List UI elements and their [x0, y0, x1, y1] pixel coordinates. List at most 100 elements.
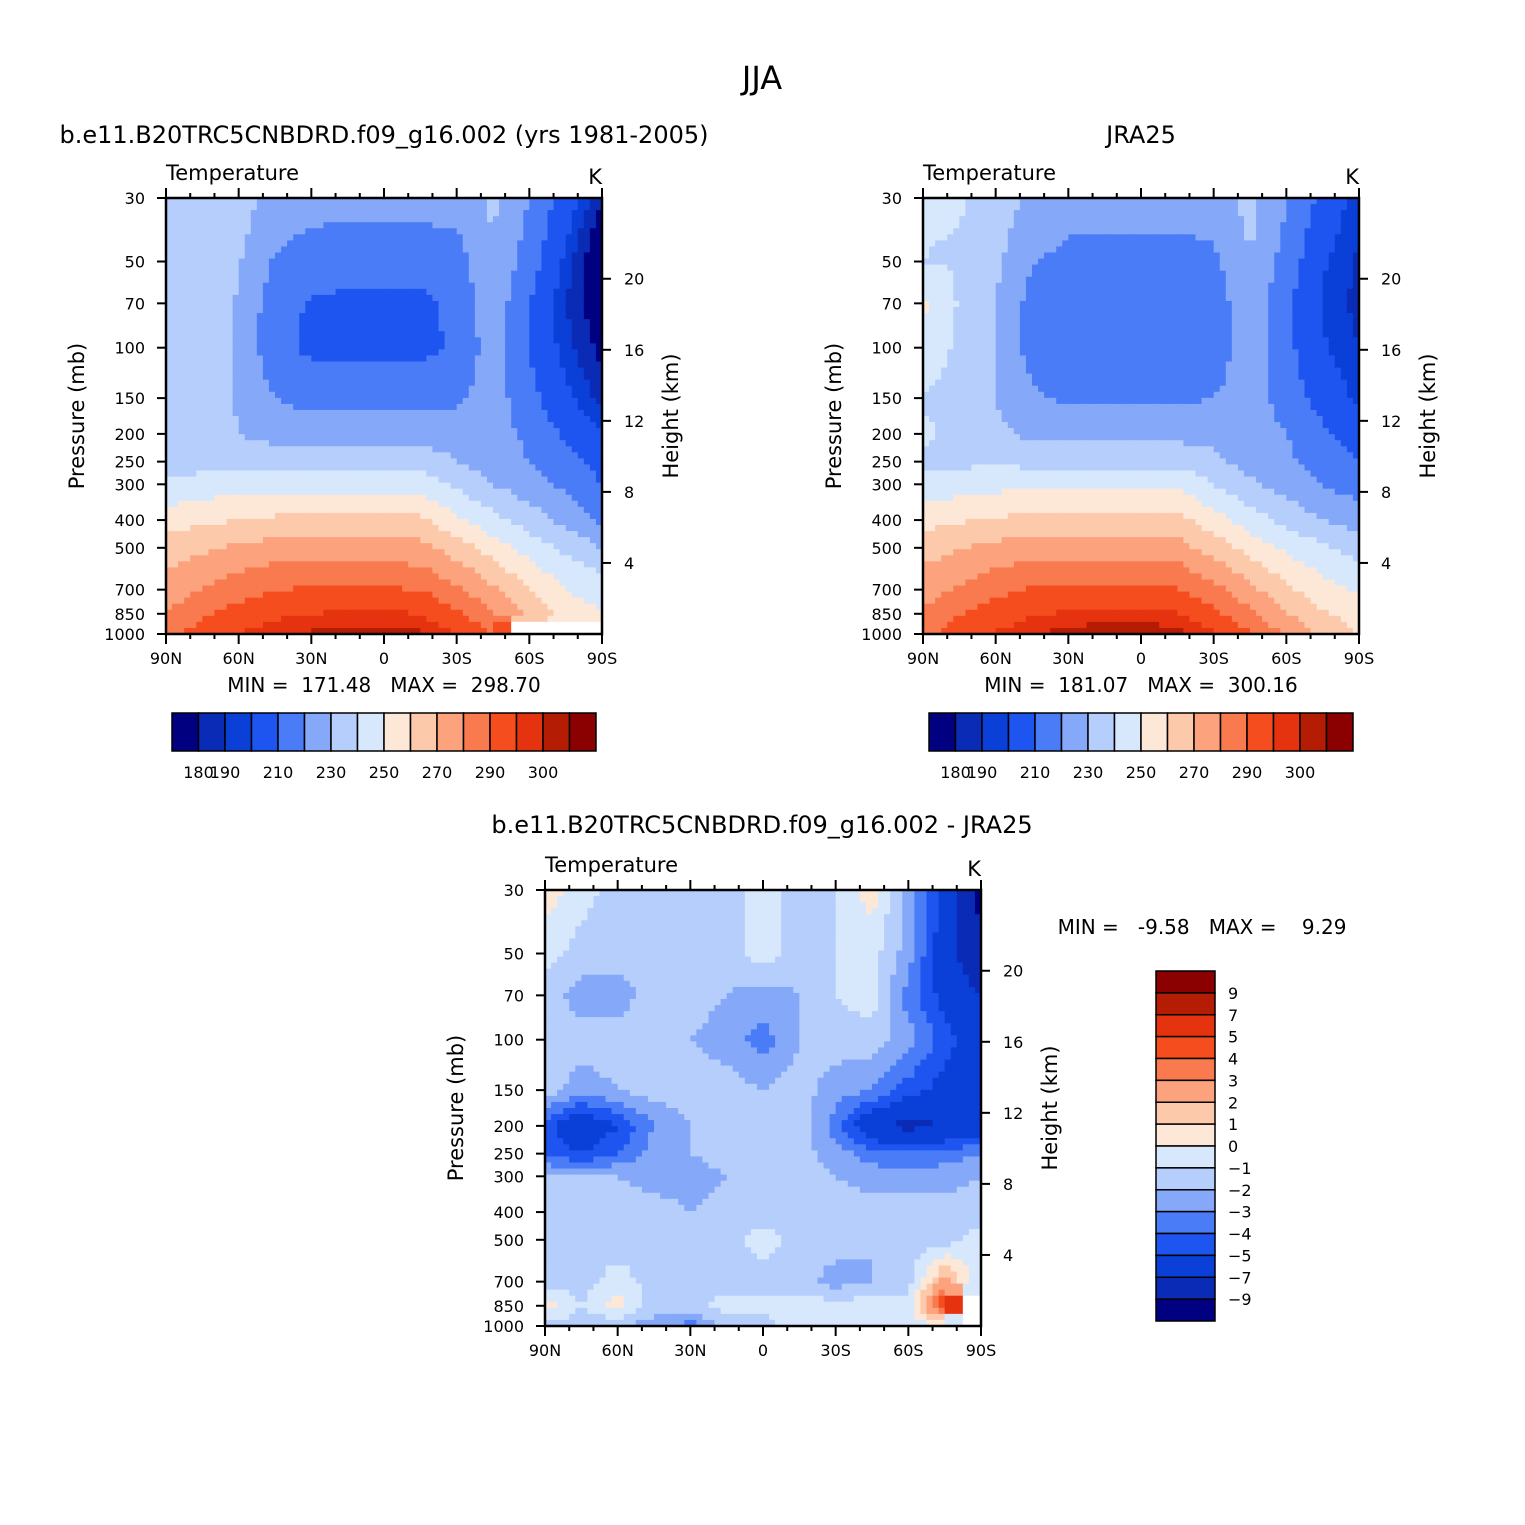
field-cell	[486, 264, 494, 272]
field-cell	[268, 482, 276, 490]
field-cell	[299, 325, 306, 332]
field-cell	[196, 379, 203, 387]
field-cell	[341, 282, 349, 290]
field-cell	[559, 361, 567, 369]
field-cell	[365, 543, 373, 550]
field-cell	[293, 476, 300, 484]
field-cell	[256, 452, 264, 459]
field-cell	[420, 373, 427, 381]
field-cell	[390, 452, 397, 459]
field-cell	[305, 597, 312, 605]
field-cell	[305, 555, 312, 562]
field-cell	[396, 458, 403, 466]
field-cell	[565, 313, 573, 320]
field-cell	[384, 252, 391, 260]
field-cell	[583, 609, 591, 617]
field-cell	[523, 555, 530, 562]
field-cell	[462, 464, 470, 472]
field-cell	[426, 409, 434, 417]
field-cell	[408, 494, 415, 502]
field-cell	[565, 567, 573, 575]
field-cell	[486, 482, 494, 490]
field-cell	[577, 409, 585, 417]
field-cell	[232, 470, 240, 478]
field-cell	[408, 446, 415, 453]
field-cell	[408, 349, 415, 357]
field-cell	[238, 228, 246, 235]
field-cell	[517, 531, 524, 538]
field-cell	[553, 434, 561, 441]
field-cell	[432, 543, 440, 550]
field-cell	[565, 512, 573, 520]
field-cell	[353, 422, 361, 429]
field-cell	[371, 222, 379, 229]
field-cell	[232, 488, 240, 496]
field-cell	[517, 452, 524, 459]
field-cell	[577, 500, 585, 508]
field-cell	[293, 210, 300, 217]
field-cell	[214, 518, 222, 526]
field-cell	[329, 343, 337, 350]
field-cell	[214, 452, 222, 459]
field-cell	[499, 500, 506, 508]
field-cell	[456, 488, 464, 496]
field-cell	[486, 579, 494, 587]
field-cell	[208, 385, 216, 393]
field-cell	[426, 355, 434, 363]
field-cell	[208, 609, 216, 617]
field-cell	[335, 216, 343, 223]
field-cell	[196, 264, 203, 272]
field-cell	[396, 385, 403, 393]
field-cell	[438, 204, 446, 211]
field-cell	[299, 294, 306, 302]
field-cell	[226, 234, 234, 241]
field-cell	[390, 591, 397, 599]
field-cell	[547, 446, 555, 453]
field-cell	[299, 434, 306, 441]
field-cell	[589, 264, 597, 272]
field-cell	[293, 403, 300, 411]
field-cell	[365, 270, 373, 278]
field-cell	[323, 373, 331, 381]
field-cell	[414, 282, 421, 290]
field-cell	[390, 409, 397, 417]
field-cell	[499, 355, 506, 363]
field-cell	[305, 385, 312, 393]
field-cell	[456, 228, 464, 235]
field-cell	[250, 597, 258, 605]
field-cell	[341, 210, 349, 217]
field-cell	[347, 488, 355, 496]
field-cell	[275, 549, 282, 556]
field-cell	[517, 422, 524, 429]
field-cell	[499, 397, 506, 405]
field-cell	[293, 543, 300, 550]
field-cell	[262, 476, 270, 484]
field-cell	[347, 458, 355, 466]
field-cell	[238, 609, 246, 617]
field-cell	[178, 198, 185, 205]
field-cell	[432, 319, 440, 326]
field-cell	[172, 403, 179, 411]
field-cell	[505, 385, 512, 393]
field-cell	[184, 264, 191, 272]
field-cell	[305, 615, 312, 623]
field-cell	[456, 573, 464, 581]
field-cell	[474, 567, 482, 575]
field-cell	[335, 452, 343, 459]
field-cell	[214, 204, 222, 211]
field-cell	[323, 422, 331, 429]
field-cell	[511, 440, 518, 447]
field-cell	[565, 428, 573, 435]
field-cell	[196, 361, 203, 369]
field-cell	[329, 422, 337, 429]
field-cell	[390, 531, 397, 538]
field-cell	[565, 331, 573, 338]
field-cell	[293, 573, 300, 581]
field-cell	[287, 288, 294, 296]
field-cell	[577, 494, 585, 502]
field-cell	[384, 331, 391, 338]
field-cell	[559, 518, 567, 526]
field-cell	[468, 343, 476, 350]
field-cell	[311, 234, 318, 241]
field-cell	[432, 379, 440, 387]
